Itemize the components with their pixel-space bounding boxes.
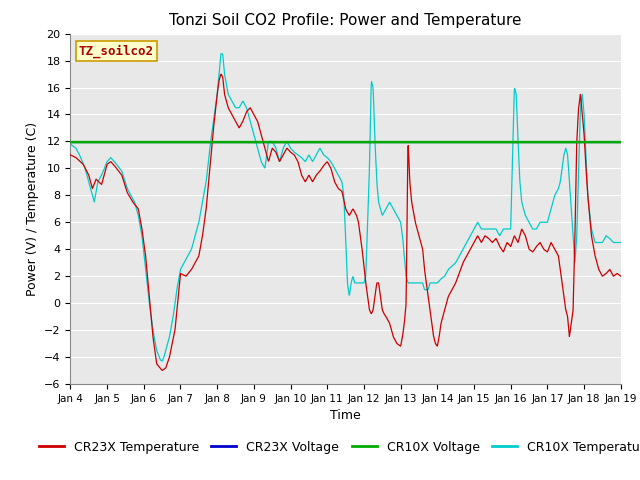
X-axis label: Time: Time: [330, 409, 361, 422]
Legend: CR23X Temperature, CR23X Voltage, CR10X Voltage, CR10X Temperature: CR23X Temperature, CR23X Voltage, CR10X …: [34, 436, 640, 459]
Title: Tonzi Soil CO2 Profile: Power and Temperature: Tonzi Soil CO2 Profile: Power and Temper…: [170, 13, 522, 28]
Y-axis label: Power (V) / Temperature (C): Power (V) / Temperature (C): [26, 122, 38, 296]
Text: TZ_soilco2: TZ_soilco2: [79, 44, 154, 58]
